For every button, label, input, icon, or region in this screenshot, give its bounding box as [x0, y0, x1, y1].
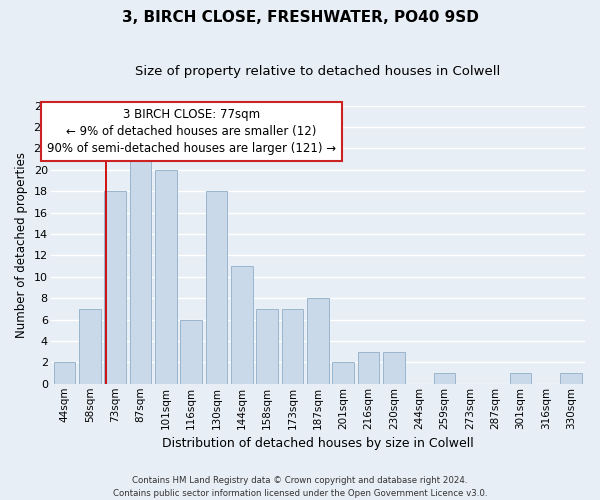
Bar: [332, 362, 354, 384]
Y-axis label: Number of detached properties: Number of detached properties: [15, 152, 28, 338]
Bar: [383, 352, 404, 384]
Bar: [509, 373, 531, 384]
Text: Contains HM Land Registry data © Crown copyright and database right 2024.
Contai: Contains HM Land Registry data © Crown c…: [113, 476, 487, 498]
Bar: [181, 320, 202, 384]
Title: Size of property relative to detached houses in Colwell: Size of property relative to detached ho…: [135, 65, 500, 78]
Bar: [358, 352, 379, 384]
Bar: [231, 266, 253, 384]
Bar: [281, 309, 303, 384]
X-axis label: Distribution of detached houses by size in Colwell: Distribution of detached houses by size …: [162, 437, 473, 450]
Bar: [155, 170, 176, 384]
Bar: [560, 373, 582, 384]
Bar: [307, 298, 329, 384]
Bar: [434, 373, 455, 384]
Bar: [79, 309, 101, 384]
Bar: [206, 191, 227, 384]
Text: 3 BIRCH CLOSE: 77sqm
← 9% of detached houses are smaller (12)
90% of semi-detach: 3 BIRCH CLOSE: 77sqm ← 9% of detached ho…: [47, 108, 336, 154]
Bar: [104, 191, 126, 384]
Bar: [54, 362, 75, 384]
Text: 3, BIRCH CLOSE, FRESHWATER, PO40 9SD: 3, BIRCH CLOSE, FRESHWATER, PO40 9SD: [122, 10, 478, 25]
Bar: [256, 309, 278, 384]
Bar: [130, 148, 151, 384]
